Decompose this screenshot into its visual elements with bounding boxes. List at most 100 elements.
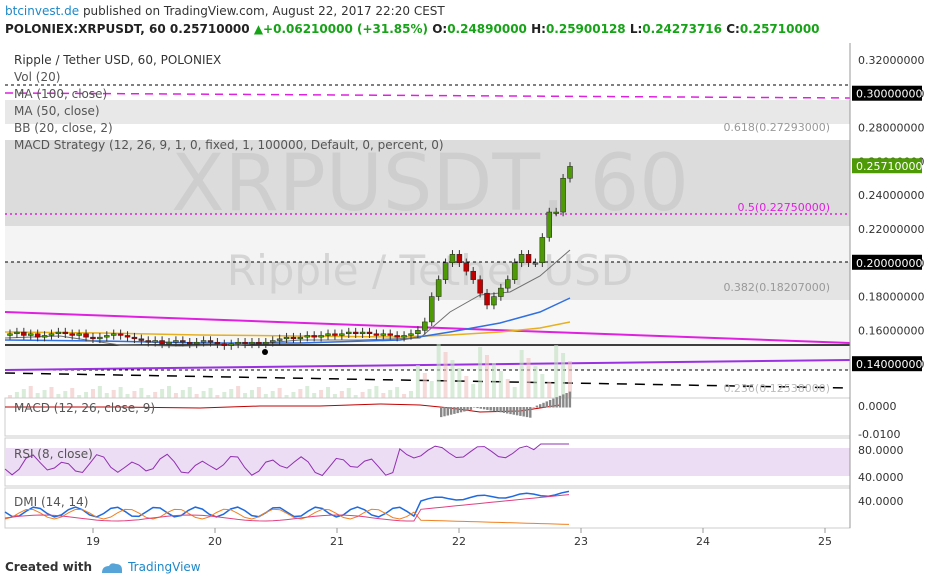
- candle-body[interactable]: [207, 340, 214, 343]
- candle-body[interactable]: [401, 335, 407, 338]
- legend-macd-strategy[interactable]: MACD Strategy (12, 26, 9, 1, 0, fixed, 1…: [14, 138, 444, 152]
- candle-body[interactable]: [346, 331, 352, 335]
- candle-body[interactable]: [422, 321, 428, 331]
- candle-body[interactable]: [532, 262, 539, 265]
- candle-body[interactable]: [352, 331, 359, 335]
- legend-ma50[interactable]: MA (50, close): [14, 104, 100, 118]
- candle-body[interactable]: [518, 254, 525, 264]
- time-axis[interactable]: 19 20 21 22 23 24 25: [86, 528, 832, 548]
- candle-body[interactable]: [90, 336, 96, 340]
- candle-body[interactable]: [387, 333, 393, 336]
- bb-basis-line[interactable]: [4, 249, 571, 347]
- candle-body[interactable]: [180, 340, 186, 343]
- candle-body[interactable]: [173, 340, 179, 343]
- purple-trend[interactable]: [4, 359, 851, 371]
- candle-body[interactable]: [297, 336, 304, 340]
- candle-body[interactable]: [263, 341, 269, 345]
- candle-body[interactable]: [491, 296, 497, 306]
- candle-body[interactable]: [117, 333, 124, 336]
- candle-body[interactable]: [505, 279, 511, 289]
- candle-body[interactable]: [131, 336, 138, 340]
- candle-body[interactable]: [242, 341, 248, 345]
- candle-body[interactable]: [34, 333, 41, 338]
- candle-body[interactable]: [41, 335, 48, 338]
- candle-body[interactable]: [442, 262, 449, 280]
- candle-body[interactable]: [21, 331, 27, 336]
- candle-body[interactable]: [311, 335, 317, 338]
- candle-body[interactable]: [7, 333, 13, 336]
- candle-body[interactable]: [97, 336, 103, 340]
- candle-body[interactable]: [152, 340, 158, 343]
- candle-body[interactable]: [27, 333, 34, 336]
- candle-body[interactable]: [214, 341, 221, 345]
- dashed-trend[interactable]: [4, 372, 851, 389]
- candle-body[interactable]: [339, 333, 345, 336]
- candle-body[interactable]: [449, 254, 456, 264]
- candle-body[interactable]: [408, 333, 414, 336]
- legend-bb[interactable]: BB (20, close, 2): [14, 121, 113, 135]
- candle-body[interactable]: [304, 335, 311, 338]
- candle-body[interactable]: [428, 296, 435, 323]
- candle-body[interactable]: [221, 343, 228, 346]
- candle-body[interactable]: [498, 287, 504, 297]
- macd-label[interactable]: MACD (12, 26, close, 9): [14, 401, 155, 415]
- candle-body[interactable]: [48, 333, 55, 336]
- publisher-link[interactable]: btcinvest.de: [5, 4, 80, 18]
- candle-body[interactable]: [62, 331, 69, 335]
- ma50-line[interactable]: [4, 297, 571, 344]
- candle-body[interactable]: [394, 335, 400, 338]
- candle-body[interactable]: [553, 211, 559, 214]
- candle-body[interactable]: [373, 333, 380, 336]
- tradingview-link[interactable]: TradingView: [128, 560, 201, 574]
- dmi-pane[interactable]: [4, 487, 851, 529]
- candle-body[interactable]: [290, 336, 297, 340]
- candle-body[interactable]: [256, 341, 262, 345]
- candle-body[interactable]: [380, 333, 387, 336]
- candle-body[interactable]: [332, 333, 338, 336]
- candle-body[interactable]: [560, 177, 566, 213]
- candle-body[interactable]: [110, 333, 117, 336]
- rsi-label[interactable]: RSI (8, close): [14, 447, 93, 461]
- candle-body[interactable]: [283, 336, 290, 340]
- candle-body[interactable]: [463, 262, 470, 272]
- magenta-dashed-level[interactable]: [4, 92, 851, 99]
- candle-body[interactable]: [166, 341, 172, 345]
- price-axis[interactable]: 0.320000000.300000000.280000000.26000000…: [852, 54, 924, 372]
- candle-body[interactable]: [567, 166, 573, 179]
- candle-body[interactable]: [456, 254, 463, 264]
- candle-body[interactable]: [228, 343, 234, 346]
- candle-body[interactable]: [145, 340, 152, 343]
- candle-body[interactable]: [55, 331, 62, 335]
- candle-body[interactable]: [477, 279, 483, 294]
- candle-body[interactable]: [435, 279, 442, 297]
- candle-body[interactable]: [276, 338, 283, 341]
- price-chart[interactable]: XRPUSDT, 60 Ripple / Tether USD 0.618(0.…: [0, 40, 928, 552]
- candle-body[interactable]: [511, 262, 518, 280]
- candle-body[interactable]: [325, 333, 331, 336]
- candle-body[interactable]: [138, 338, 145, 341]
- candle-body[interactable]: [318, 335, 324, 338]
- candle-body[interactable]: [546, 211, 553, 238]
- dmi-label[interactable]: DMI (14, 14): [14, 495, 88, 509]
- candle-body[interactable]: [359, 331, 366, 335]
- ma100-line[interactable]: [4, 321, 571, 338]
- legend-volume[interactable]: Vol (20): [14, 70, 60, 84]
- candle-body[interactable]: [484, 292, 490, 306]
- candle-body[interactable]: [104, 335, 110, 338]
- candle-body[interactable]: [76, 333, 82, 336]
- candle-body[interactable]: [83, 333, 89, 338]
- candle-body[interactable]: [525, 254, 532, 264]
- candle-body[interactable]: [539, 237, 546, 264]
- legend-ma100[interactable]: MA (100, close): [14, 87, 107, 101]
- candle-body[interactable]: [235, 341, 241, 345]
- candle-body[interactable]: [187, 341, 193, 345]
- candle-body[interactable]: [124, 335, 131, 338]
- candle-body[interactable]: [159, 340, 165, 345]
- candle-body[interactable]: [470, 270, 476, 280]
- candle-body[interactable]: [249, 341, 255, 345]
- candle-body[interactable]: [69, 333, 75, 336]
- candle-body[interactable]: [415, 330, 421, 335]
- candle-body[interactable]: [269, 340, 276, 343]
- candlesticks[interactable]: [7, 162, 573, 350]
- candle-body[interactable]: [14, 331, 20, 335]
